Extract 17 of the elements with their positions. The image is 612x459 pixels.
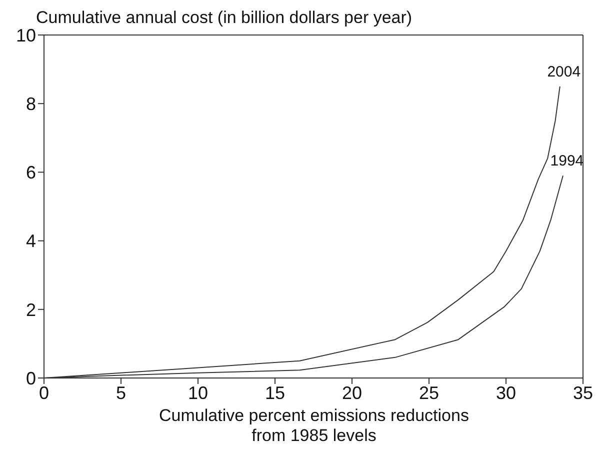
x-tick-label: 35 — [572, 382, 594, 403]
y-tick-label: 2 — [26, 300, 36, 320]
y-tick-label: 8 — [26, 94, 36, 114]
x-tick-label: 0 — [38, 382, 50, 403]
x-tick-label: 5 — [116, 382, 126, 403]
y-tick-label: 0 — [26, 368, 36, 388]
x-tick-label: 30 — [496, 382, 516, 403]
x-tick-label: 15 — [264, 382, 286, 403]
y-tick-label: 10 — [16, 25, 36, 46]
y-tick-label: 6 — [26, 162, 36, 183]
y-tick-label: 4 — [26, 231, 36, 252]
series-label: 2004 — [547, 63, 581, 80]
x-tick-label: 25 — [418, 382, 440, 403]
y-axis-title: Cumulative annual cost (in billion dollars per year) — [36, 8, 412, 28]
x-axis-title: Cumulative percent emissions reductions from 1985 levels — [158, 406, 470, 446]
x-tick-label: 20 — [342, 382, 362, 403]
x-tick-label: 10 — [188, 382, 208, 403]
